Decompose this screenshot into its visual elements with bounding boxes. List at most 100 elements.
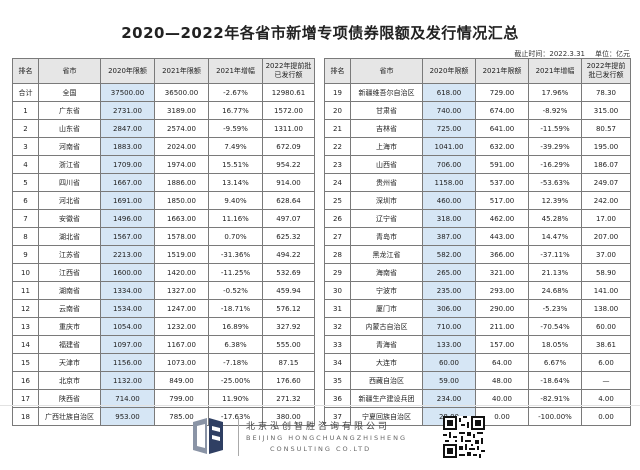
cell-2021-growth: -16.29% xyxy=(528,155,582,174)
table-row: 19 新疆维吾尔自治区 618.00 729.00 17.96% 78.30 xyxy=(324,83,631,102)
cell-2021-growth: 45.28% xyxy=(528,209,582,228)
cell-2022-issued: 6.00 xyxy=(581,353,631,372)
cell-rank: 7 xyxy=(12,209,39,228)
table-row: 13 重庆市 1054.00 1232.00 16.89% 327.92 xyxy=(12,317,315,336)
cell-2022-issued: 141.00 xyxy=(581,281,631,300)
header-2020-limit: 2020年限额 xyxy=(100,58,155,84)
cell-rank: 1 xyxy=(12,101,39,120)
divider xyxy=(238,418,239,456)
cell-2022-issued: 38.61 xyxy=(581,335,631,354)
cell-2022-issued: 628.64 xyxy=(262,191,315,210)
header-rank: 排名 xyxy=(12,58,39,84)
cell-2021-growth: -2.67% xyxy=(208,83,263,102)
cell-2022-issued: 78.30 xyxy=(581,83,631,102)
cell-rank: 16 xyxy=(12,371,39,390)
cell-2020-limit: 706.00 xyxy=(422,155,476,174)
header-2022-issued: 2022年提前批已发行额 xyxy=(262,58,315,84)
cell-2021-growth: -5.23% xyxy=(528,299,582,318)
cell-2021-growth: 16.89% xyxy=(208,317,263,336)
cell-2020-limit: 234.00 xyxy=(422,389,476,408)
cell-2021-growth: 6.38% xyxy=(208,335,263,354)
table-row: 20 甘肃省 740.00 674.00 -8.92% 315.00 xyxy=(324,101,631,120)
cell-2020-limit: 2847.00 xyxy=(100,119,155,138)
cell-2020-limit: 133.00 xyxy=(422,335,476,354)
cell-2021-limit: 1327.00 xyxy=(154,281,209,300)
cell-2022-issued: 459.94 xyxy=(262,281,315,300)
cell-2021-growth: -25.00% xyxy=(208,371,263,390)
cell-2021-growth: -37.11% xyxy=(528,245,582,264)
cell-2021-limit: 2574.00 xyxy=(154,119,209,138)
cell-2022-issued: 176.60 xyxy=(262,371,315,390)
header-2021-limit: 2021年限额 xyxy=(154,58,209,84)
company-logo-icon xyxy=(193,418,223,454)
table-row: 4 浙江省 1709.00 1974.00 15.51% 954.22 xyxy=(12,155,315,174)
table-row: 21 吉林省 725.00 641.00 -11.59% 80.57 xyxy=(324,119,631,138)
table-row: 31 厦门市 306.00 290.00 -5.23% 138.00 xyxy=(324,299,631,318)
cell-2020-limit: 2731.00 xyxy=(100,101,155,120)
table-row: 7 安徽省 1496.00 1663.00 11.16% 497.07 xyxy=(12,209,315,228)
cell-2021-limit: 157.00 xyxy=(475,335,529,354)
table-row: 33 青海省 133.00 157.00 18.05% 38.61 xyxy=(324,335,631,354)
cell-2021-limit: 1247.00 xyxy=(154,299,209,318)
header-2021-growth: 2021年增幅 xyxy=(528,58,582,84)
table-row: 24 贵州省 1158.00 537.00 -53.63% 249.07 xyxy=(324,173,631,192)
cell-rank: 8 xyxy=(12,227,39,246)
cell-2020-limit: 1496.00 xyxy=(100,209,155,228)
cell-rank: 9 xyxy=(12,245,39,264)
cell-province: 深圳市 xyxy=(350,191,423,210)
cell-2021-limit: 1974.00 xyxy=(154,155,209,174)
cell-province: 北京市 xyxy=(38,371,101,390)
cell-rank: 28 xyxy=(324,245,351,264)
table-row: 12 云南省 1534.00 1247.00 -18.71% 576.12 xyxy=(12,299,315,318)
cell-2021-limit: 64.00 xyxy=(475,353,529,372)
cell-rank: 2 xyxy=(12,119,39,138)
cell-2021-growth: -8.92% xyxy=(528,101,582,120)
header-2021-growth: 2021年增幅 xyxy=(208,58,263,84)
cell-2020-limit: 1534.00 xyxy=(100,299,155,318)
cell-2021-growth: 16.77% xyxy=(208,101,263,120)
cell-2021-growth: -11.59% xyxy=(528,119,582,138)
cell-rank: 31 xyxy=(324,299,351,318)
cell-2022-issued: 327.92 xyxy=(262,317,315,336)
table-row: 15 天津市 1156.00 1073.00 -7.18% 87.15 xyxy=(12,353,315,372)
table-left: 排名 省市 2020年限额 2021年限额 2021年增幅 2022年提前批已发… xyxy=(12,58,315,426)
table-row: 25 深圳市 460.00 517.00 12.39% 242.00 xyxy=(324,191,631,210)
cell-rank: 19 xyxy=(324,83,351,102)
cell-province: 重庆市 xyxy=(38,317,101,336)
cell-2020-limit: 582.00 xyxy=(422,245,476,264)
cell-2020-limit: 1132.00 xyxy=(100,371,155,390)
table-row: 16 北京市 1132.00 849.00 -25.00% 176.60 xyxy=(12,371,315,390)
header-2020-limit: 2020年限额 xyxy=(422,58,476,84)
cell-2022-issued: 60.00 xyxy=(581,317,631,336)
cell-2021-growth: -7.18% xyxy=(208,353,263,372)
cell-province: 上海市 xyxy=(350,137,423,156)
cell-2021-growth: 21.13% xyxy=(528,263,582,282)
cell-2021-growth: 18.05% xyxy=(528,335,582,354)
cell-2020-limit: 618.00 xyxy=(422,83,476,102)
cell-rank: 14 xyxy=(12,335,39,354)
cell-2021-growth: -11.25% xyxy=(208,263,263,282)
cell-2020-limit: 1334.00 xyxy=(100,281,155,300)
cell-2022-issued: 497.07 xyxy=(262,209,315,228)
cell-2020-limit: 1691.00 xyxy=(100,191,155,210)
cell-2022-issued: 0.00 xyxy=(581,407,631,426)
header-row: 排名 省市 2020年限额 2021年限额 2021年增幅 2022年提前批已发… xyxy=(12,58,315,84)
cell-2022-issued: 315.00 xyxy=(581,101,631,120)
cell-2021-limit: 729.00 xyxy=(475,83,529,102)
meta-line: 截止时间：2022.3.31 单位：亿元 xyxy=(400,49,630,59)
cell-rank: 22 xyxy=(324,137,351,156)
cell-2021-growth: -18.71% xyxy=(208,299,263,318)
cell-province: 厦门市 xyxy=(350,299,423,318)
cell-2021-growth: 17.96% xyxy=(528,83,582,102)
table-row: 32 内蒙古自治区 710.00 211.00 -70.54% 60.00 xyxy=(324,317,631,336)
table-row: 17 陕西省 714.00 799.00 11.90% 271.32 xyxy=(12,389,315,408)
table-row: 34 大连市 60.00 64.00 6.67% 6.00 xyxy=(324,353,631,372)
cell-2022-issued: 37.00 xyxy=(581,245,631,264)
cell-2020-limit: 1054.00 xyxy=(100,317,155,336)
cell-2021-growth: 9.40% xyxy=(208,191,263,210)
cell-province: 广东省 xyxy=(38,101,101,120)
cell-province: 内蒙古自治区 xyxy=(350,317,423,336)
cell-rank: 34 xyxy=(324,353,351,372)
table-row: 11 湖南省 1334.00 1327.00 -0.52% 459.94 xyxy=(12,281,315,300)
cell-2020-limit: 725.00 xyxy=(422,119,476,138)
